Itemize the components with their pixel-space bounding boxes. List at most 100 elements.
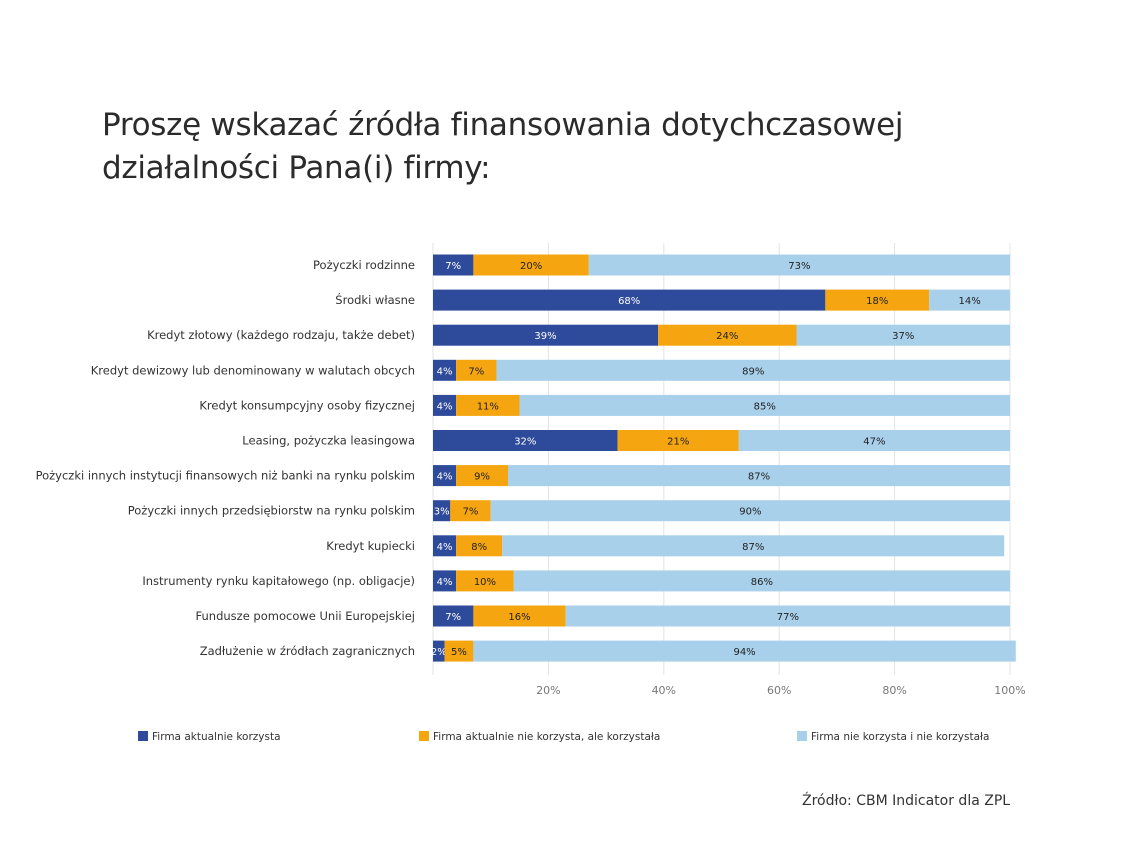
data-label: 20% — [520, 261, 542, 272]
bar-segment — [738, 430, 1010, 451]
bar-segment — [502, 535, 1005, 557]
data-label: 32% — [514, 437, 536, 448]
data-label: 4% — [437, 472, 453, 483]
bar-segment — [825, 289, 930, 311]
bar-segment — [473, 640, 1016, 662]
bar-segment — [456, 359, 497, 381]
data-label: 90% — [739, 507, 761, 518]
bar-segment — [433, 394, 457, 416]
data-label: 11% — [477, 401, 499, 412]
bar-segment — [490, 500, 1010, 522]
data-label: 4% — [437, 366, 453, 377]
data-label: 39% — [534, 331, 556, 342]
legend-swatch — [138, 731, 148, 741]
data-label: 2% — [431, 647, 447, 658]
data-label: 87% — [748, 472, 770, 483]
bar-segment — [658, 324, 797, 346]
data-label: 85% — [754, 401, 776, 412]
category-label: Środki własne — [335, 292, 415, 307]
legend-swatch — [419, 731, 429, 741]
data-label: 16% — [508, 612, 530, 623]
bar-segment — [617, 430, 739, 451]
category-label: Kredyt złotowy (każdego rodzaju, także d… — [147, 328, 415, 342]
bar-segment — [496, 359, 1011, 381]
bar-segment — [513, 570, 1010, 592]
data-label: 77% — [777, 612, 799, 623]
data-label: 47% — [863, 437, 885, 448]
data-label: 5% — [451, 647, 467, 658]
data-label: 3% — [434, 507, 450, 518]
bar-segment — [450, 500, 491, 522]
category-label: Zadłużenie w źródłach zagranicznych — [200, 644, 415, 658]
bar-segment — [473, 254, 589, 276]
data-label: 7% — [445, 261, 461, 272]
bar-segment — [508, 465, 1010, 487]
legend-label: Firma nie korzysta i nie korzystała — [811, 731, 989, 743]
data-label: 87% — [742, 542, 764, 553]
data-label: 18% — [866, 296, 888, 307]
legend-swatch — [797, 731, 807, 741]
bar-segment — [456, 394, 520, 416]
category-label: Kredyt kupiecki — [326, 539, 415, 553]
data-label: 94% — [733, 647, 755, 658]
chart-title: Proszę wskazać źródła finansowania dotyc… — [102, 104, 904, 190]
bar-segment — [433, 640, 445, 662]
x-tick-label: 40% — [652, 684, 676, 697]
bar-segment — [433, 359, 457, 381]
category-label: Kredyt konsumpcyjny osoby fizycznej — [199, 398, 415, 412]
bar-segment — [456, 570, 514, 592]
chart-title-line-2: działalności Pana(i) firmy: — [102, 150, 491, 186]
category-label: Instrumenty rynku kapitałowego (np. obli… — [142, 574, 415, 588]
data-label: 86% — [751, 577, 773, 588]
bar-segment — [433, 430, 618, 451]
bar-segment — [433, 570, 457, 592]
chart-title-line-1: Proszę wskazać źródła finansowania dotyc… — [102, 107, 904, 143]
legend-label: Firma aktualnie nie korzysta, ale korzys… — [433, 731, 660, 743]
bar-segment — [456, 465, 509, 487]
bar-segment — [433, 500, 451, 522]
data-label: 4% — [437, 577, 453, 588]
bar-segment — [456, 535, 503, 557]
source-note: Źródło: CBM Indicator dla ZPL — [802, 793, 1011, 809]
data-label: 68% — [618, 296, 640, 307]
bar-segment — [796, 324, 1010, 346]
data-label: 14% — [958, 296, 980, 307]
category-label: Fundusze pomocowe Unii Europejskiej — [196, 609, 415, 623]
bar-segment — [433, 465, 457, 487]
data-label: 9% — [474, 472, 490, 483]
bar-segment — [433, 605, 474, 627]
x-tick-label: 20% — [536, 684, 560, 697]
bar-segment — [444, 640, 474, 662]
data-label: 4% — [437, 401, 453, 412]
x-tick-label: 80% — [882, 684, 906, 697]
data-label: 73% — [788, 261, 810, 272]
category-label: Pożyczki rodzinne — [313, 258, 415, 272]
category-label: Pożyczki innych przedsiębiorstw na rynku… — [128, 504, 415, 518]
bar-segment — [433, 324, 659, 346]
bar-segment — [565, 605, 1010, 627]
bar-segment — [519, 394, 1010, 416]
data-label: 4% — [437, 542, 453, 553]
bar-segment — [433, 535, 457, 557]
data-label: 24% — [716, 331, 738, 342]
data-label: 8% — [471, 542, 487, 553]
legend-label: Firma aktualnie korzysta — [152, 731, 281, 743]
category-label: Pożyczki innych instytucji finansowych n… — [36, 469, 415, 483]
data-label: 37% — [892, 331, 914, 342]
category-label: Leasing, pożyczka leasingowa — [242, 434, 415, 448]
data-label: 7% — [445, 612, 461, 623]
data-label: 89% — [742, 366, 764, 377]
data-label: 7% — [463, 507, 479, 518]
bar-segment — [433, 289, 826, 311]
bar-segment — [433, 254, 474, 276]
data-label: 21% — [667, 437, 689, 448]
bar-segment — [473, 605, 566, 627]
bar-segment — [588, 254, 1010, 276]
category-label: Kredyt dewizowy lub denominowany w walut… — [91, 363, 415, 377]
bar-segment — [929, 289, 1010, 311]
x-tick-label: 60% — [767, 684, 791, 697]
data-label: 10% — [474, 577, 496, 588]
x-tick-label: 100% — [994, 684, 1025, 697]
data-label: 7% — [468, 366, 484, 377]
